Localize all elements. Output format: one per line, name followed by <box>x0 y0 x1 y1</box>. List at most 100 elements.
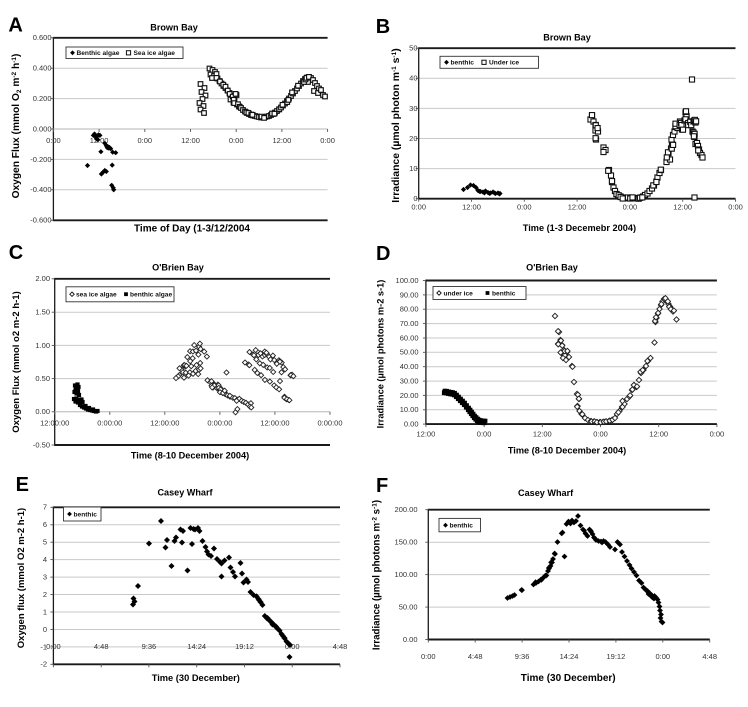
svg-text:6: 6 <box>43 520 47 529</box>
svg-text:under ice: under ice <box>444 291 474 298</box>
svg-text:Time of Day (1-3/12/2004: Time of Day (1-3/12/2004 <box>134 224 250 235</box>
svg-text:0: 0 <box>413 194 417 203</box>
svg-text:Benthic algae: Benthic algae <box>77 50 120 57</box>
svg-text:4:48: 4:48 <box>333 642 348 651</box>
svg-text:Casey Wharf: Casey Wharf <box>518 488 574 498</box>
svg-text:12:00:00: 12:00:00 <box>150 419 179 428</box>
svg-text:0.400: 0.400 <box>33 64 52 73</box>
svg-text:A: A <box>8 15 22 37</box>
svg-text:0:00: 0:00 <box>411 203 426 212</box>
svg-text:19:12: 19:12 <box>607 652 626 661</box>
svg-text:0: 0 <box>43 625 47 634</box>
svg-text:5: 5 <box>43 538 47 547</box>
svg-text:7: 7 <box>43 503 47 512</box>
svg-text:50: 50 <box>409 44 417 53</box>
svg-text:0:00: 0:00 <box>710 430 725 439</box>
svg-text:Brown Bay: Brown Bay <box>543 33 591 43</box>
svg-text:0:00: 0:00 <box>137 136 152 145</box>
svg-text:0.00: 0.00 <box>403 635 418 644</box>
svg-text:0:00: 0:00 <box>285 642 300 651</box>
svg-text:12:00: 12:00 <box>417 430 436 439</box>
svg-text:0:00: 0:00 <box>655 652 670 661</box>
svg-text:-2: -2 <box>40 660 47 669</box>
svg-text:70.00: 70.00 <box>400 319 419 328</box>
svg-text:0:00: 0:00 <box>623 203 638 212</box>
svg-text:19:12: 19:12 <box>235 642 254 651</box>
svg-text:F: F <box>376 475 388 497</box>
svg-text:9:36: 9:36 <box>515 652 530 661</box>
svg-text:Irradiance (µmol photons m-2 s: Irradiance (µmol photons m-2 s-1) <box>376 280 386 429</box>
svg-text:O'Brien Bay: O'Brien Bay <box>152 263 205 273</box>
svg-text:0.00: 0.00 <box>35 407 50 416</box>
svg-text:60.00: 60.00 <box>400 333 419 342</box>
svg-text:Casey Wharf: Casey Wharf <box>157 488 213 498</box>
svg-text:Sea ice algae: Sea ice algae <box>134 50 176 57</box>
svg-text:Time (30 December): Time (30 December) <box>521 673 616 684</box>
svg-text:sea ice algae: sea ice algae <box>76 292 117 299</box>
svg-text:0:00: 0:00 <box>728 203 743 212</box>
svg-text:0:00: 0:00 <box>320 136 335 145</box>
svg-text:40.00: 40.00 <box>400 362 419 371</box>
svg-text:benthic: benthic <box>74 512 98 519</box>
svg-text:100.00: 100.00 <box>396 276 419 285</box>
svg-text:Brown Bay: Brown Bay <box>150 23 198 33</box>
svg-text:Time (8-10 December 2004): Time (8-10 December 2004) <box>131 451 249 461</box>
svg-text:benthic algae: benthic algae <box>130 292 172 299</box>
svg-text:0:00: 0:00 <box>46 136 61 145</box>
svg-text:0:00:00: 0:00:00 <box>97 419 122 428</box>
svg-text:benthic: benthic <box>450 523 474 530</box>
svg-text:80.00: 80.00 <box>400 305 419 314</box>
svg-text:0:00:00: 0:00:00 <box>207 419 232 428</box>
svg-text:-0.600: -0.600 <box>30 216 51 225</box>
svg-text:14:24: 14:24 <box>560 652 579 661</box>
svg-text:3: 3 <box>43 573 47 582</box>
svg-text:Oxygen flux (mmol O2 m-2 h-1): Oxygen flux (mmol O2 m-2 h-1) <box>16 508 27 648</box>
svg-text:40: 40 <box>409 74 417 83</box>
svg-text:1: 1 <box>43 607 47 616</box>
svg-text:0.00: 0.00 <box>404 420 419 429</box>
svg-text:Oxygen Flux (mmol O2 m-2 h-1): Oxygen Flux (mmol O2 m-2 h-1) <box>11 54 23 199</box>
svg-text:-0.50: -0.50 <box>33 440 50 449</box>
svg-text:0:00: 0:00 <box>229 136 244 145</box>
svg-text:Oxygen Flux (mmol o2 m-2 h-1): Oxygen Flux (mmol o2 m-2 h-1) <box>11 291 22 432</box>
svg-text:12:00: 12:00 <box>273 136 292 145</box>
svg-text:200.00: 200.00 <box>395 505 418 514</box>
svg-text:Time (1-3 Decemebr 2004): Time (1-3 Decemebr 2004) <box>523 223 636 233</box>
svg-text:-1: -1 <box>40 642 47 651</box>
svg-text:10: 10 <box>409 164 417 173</box>
svg-text:20.00: 20.00 <box>400 391 419 400</box>
svg-text:12:00: 12:00 <box>462 203 481 212</box>
svg-text:20: 20 <box>409 134 417 143</box>
svg-text:0.200: 0.200 <box>33 94 52 103</box>
svg-text:0:00: 0:00 <box>593 430 608 439</box>
svg-text:12:00: 12:00 <box>649 430 668 439</box>
svg-text:9:36: 9:36 <box>142 642 157 651</box>
svg-text:Under ice: Under ice <box>489 60 519 67</box>
svg-text:D: D <box>376 243 390 265</box>
svg-text:1.00: 1.00 <box>35 341 50 350</box>
svg-text:50.00: 50.00 <box>400 348 419 357</box>
svg-text:12:00: 12:00 <box>568 203 587 212</box>
svg-text:4:48: 4:48 <box>702 652 717 661</box>
svg-text:0:00: 0:00 <box>46 642 61 651</box>
svg-text:0.50: 0.50 <box>35 374 50 383</box>
svg-text:10.00: 10.00 <box>400 405 419 414</box>
svg-text:Time (8-10 December 2004): Time (8-10 December 2004) <box>508 446 626 456</box>
svg-text:benthic: benthic <box>492 291 516 298</box>
svg-text:0:00:00: 0:00:00 <box>317 419 342 428</box>
svg-text:90.00: 90.00 <box>400 290 419 299</box>
svg-text:1.50: 1.50 <box>35 308 50 317</box>
svg-text:0:00: 0:00 <box>477 430 492 439</box>
svg-text:50.00: 50.00 <box>399 603 418 612</box>
svg-text:100.00: 100.00 <box>395 570 418 579</box>
svg-text:4:48: 4:48 <box>94 642 109 651</box>
svg-text:E: E <box>16 474 29 496</box>
svg-text:4: 4 <box>43 555 47 564</box>
svg-text:Irradiance (µmol photons m-2 s: Irradiance (µmol photons m-2 s-1) <box>372 500 383 650</box>
svg-text:12:00:00: 12:00:00 <box>260 419 289 428</box>
svg-text:O'Brien Bay: O'Brien Bay <box>526 263 579 273</box>
svg-text:-0.400: -0.400 <box>30 185 51 194</box>
svg-text:12:00: 12:00 <box>673 203 692 212</box>
svg-text:4:48: 4:48 <box>468 652 483 661</box>
svg-text:0.600: 0.600 <box>33 33 52 42</box>
